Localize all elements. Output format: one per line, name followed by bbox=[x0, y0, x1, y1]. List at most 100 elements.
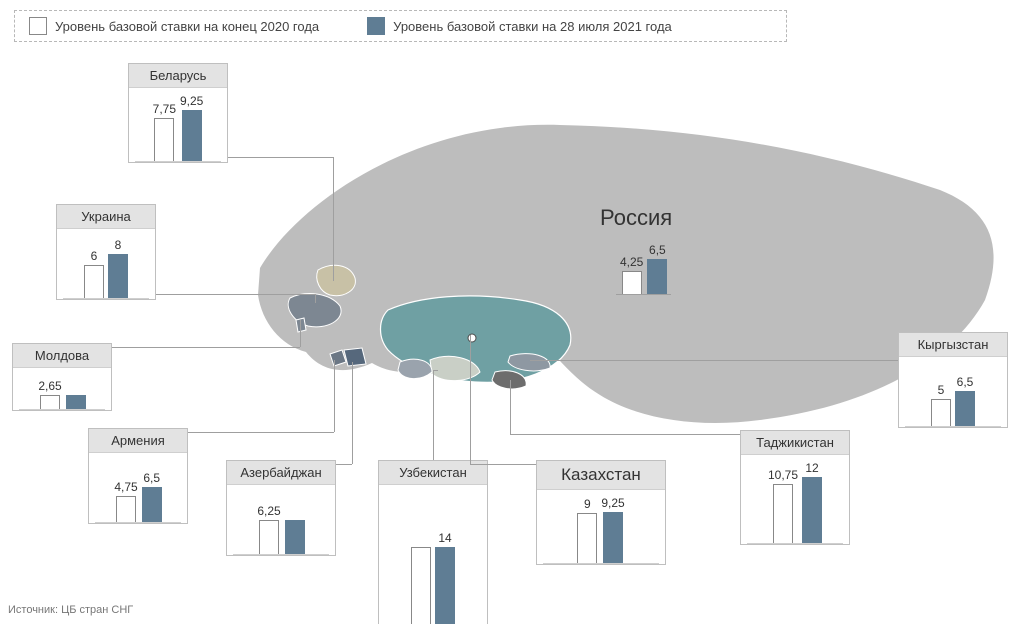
bar-2020-label: 5 bbox=[938, 383, 945, 397]
card-tajikistan: Таджикистан10,7512 bbox=[740, 430, 850, 545]
bar-2020-wrap: 2,65 bbox=[38, 379, 61, 410]
map-belarus bbox=[317, 265, 356, 295]
bar-2021-label: 6,5 bbox=[957, 375, 974, 389]
leader-line bbox=[510, 434, 740, 435]
bar-2020 bbox=[773, 484, 793, 544]
card-chart: 4,75 6,5 bbox=[89, 453, 187, 523]
card-title: Беларусь bbox=[129, 64, 227, 88]
card-title: Азербайджан bbox=[227, 461, 335, 485]
legend-label-2021: Уровень базовой ставки на 28 июля 2021 г… bbox=[393, 19, 672, 34]
source-note: Источник: ЦБ стран СНГ bbox=[8, 604, 133, 616]
bar-2020 bbox=[116, 496, 136, 523]
card-title: Казахстан bbox=[537, 461, 665, 490]
card-chart: 6,25 bbox=[227, 485, 335, 555]
bar-2020-wrap: 5 bbox=[931, 383, 951, 427]
bar-2021-label: 12 bbox=[805, 461, 818, 475]
card-chart: 10,75 12 bbox=[741, 455, 849, 544]
card-chart: 2,65 bbox=[13, 368, 111, 410]
bar-2021 bbox=[955, 391, 975, 427]
bar-2021-label: 6,5 bbox=[649, 243, 666, 257]
russia-mini-chart: 4,25 6,5 bbox=[620, 235, 667, 295]
leader-line bbox=[470, 335, 471, 464]
bar-2021 bbox=[603, 512, 623, 564]
leader-line bbox=[300, 320, 301, 347]
bar-2020-wrap: 4,75 bbox=[114, 480, 137, 523]
card-moldova: Молдова 2,65 bbox=[12, 343, 112, 411]
bar-2020-wrap: 9 bbox=[577, 497, 597, 563]
card-kyrgyzstan: Кыргызстан56,5 bbox=[898, 332, 1008, 428]
leader-line bbox=[188, 432, 334, 433]
card-title: Армения bbox=[89, 429, 187, 453]
bar-2020-label: 6 bbox=[91, 249, 98, 263]
swatch-empty bbox=[29, 17, 47, 35]
bar-2020 bbox=[931, 399, 951, 427]
leader-line bbox=[336, 464, 352, 465]
bar-2020-label: 10,75 bbox=[768, 468, 798, 482]
card-azerbaijan: Азербайджан 6,25 bbox=[226, 460, 336, 556]
bar-2021 bbox=[802, 477, 822, 544]
card-uzbekistan: Узбекистан14 bbox=[378, 460, 488, 624]
bar-2021-label: 8 bbox=[115, 238, 122, 252]
legend-item-2021: Уровень базовой ставки на 28 июля 2021 г… bbox=[367, 17, 672, 35]
bar-2020-label: 2,65 bbox=[38, 379, 61, 393]
card-chart: 7,75 9,25 bbox=[129, 88, 227, 162]
bar-2021 bbox=[108, 254, 128, 299]
russia-label: Россия bbox=[600, 205, 672, 231]
card-title: Украина bbox=[57, 205, 155, 229]
leader-line bbox=[352, 362, 353, 464]
bar-2021 bbox=[285, 520, 305, 555]
leader-line bbox=[315, 294, 316, 303]
leader-line bbox=[334, 360, 335, 432]
legend-item-2020: Уровень базовой ставки на конец 2020 год… bbox=[29, 17, 319, 35]
swatch-filled bbox=[367, 17, 385, 35]
leader-line bbox=[433, 370, 434, 460]
bar-2021-wrap: 6,5 bbox=[955, 375, 975, 427]
card-title: Молдова bbox=[13, 344, 111, 368]
bar-2021-label: 9,25 bbox=[601, 496, 624, 510]
bar-2021-wrap: 6,5 bbox=[647, 243, 667, 295]
card-belarus: Беларусь 7,75 9,25 bbox=[128, 63, 228, 163]
bar-2021-label: 14 bbox=[438, 531, 451, 545]
bar-2021 bbox=[182, 110, 202, 162]
bar-2020-wrap: 7,75 bbox=[153, 102, 176, 161]
bar-2021-wrap: 9,25 bbox=[601, 496, 624, 564]
leader-line bbox=[470, 464, 536, 465]
leader-line bbox=[112, 347, 300, 348]
leader-line bbox=[510, 380, 511, 434]
bar-2021-label: 6,5 bbox=[143, 471, 160, 485]
map-moldova bbox=[296, 318, 306, 332]
bar-2020 bbox=[40, 395, 60, 410]
bar-2020 bbox=[84, 265, 104, 299]
bar-2021-wrap bbox=[66, 393, 86, 410]
bar-2021-wrap bbox=[285, 518, 305, 555]
leader-line bbox=[530, 360, 898, 361]
bar-2020 bbox=[259, 520, 279, 555]
bar-2020-label: 6,25 bbox=[257, 504, 280, 518]
bar-2021-wrap: 6,5 bbox=[142, 471, 162, 523]
bar-2020-wrap: 6 bbox=[84, 249, 104, 299]
bar-2021-wrap: 8 bbox=[108, 238, 128, 299]
bar-2020 bbox=[154, 118, 174, 161]
bar-2021 bbox=[142, 487, 162, 523]
bar-2020-wrap: 4,25 bbox=[620, 255, 643, 295]
bar-2020-label: 4,75 bbox=[114, 480, 137, 494]
bar-2021 bbox=[435, 547, 455, 624]
card-kazakhstan: Казахстан 9 9,25 bbox=[536, 460, 666, 565]
card-chart: 14 bbox=[379, 485, 487, 624]
bar-2020 bbox=[411, 547, 431, 624]
leader-line bbox=[433, 370, 438, 371]
bar-2021-wrap: 9,25 bbox=[180, 94, 203, 162]
bar-2020 bbox=[577, 513, 597, 563]
bar-2020-label: 7,75 bbox=[153, 102, 176, 116]
bar-2021-wrap: 12 bbox=[802, 461, 822, 544]
card-chart: 56,5 bbox=[899, 357, 1007, 427]
bar-2021 bbox=[647, 259, 667, 295]
bar-2021-label: 9,25 bbox=[180, 94, 203, 108]
bar-2021 bbox=[66, 395, 86, 410]
bar-2020 bbox=[622, 271, 642, 295]
card-armenia: Армения 4,75 6,5 bbox=[88, 428, 188, 524]
card-ukraine: Украина68 bbox=[56, 204, 156, 300]
legend-label-2020: Уровень базовой ставки на конец 2020 год… bbox=[55, 19, 319, 34]
card-chart: 68 bbox=[57, 229, 155, 299]
bar-2021-wrap: 14 bbox=[435, 531, 455, 624]
